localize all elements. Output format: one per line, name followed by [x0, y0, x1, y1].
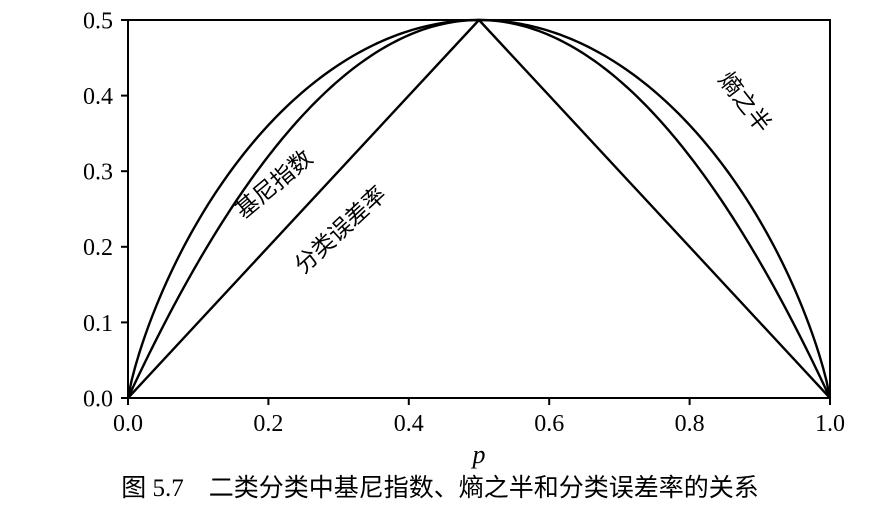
x-tick-label: 0.6	[534, 411, 564, 437]
y-tick-label: 0.3	[83, 160, 113, 186]
y-tick-label: 0.4	[83, 84, 113, 110]
label-gini: 基尼指数	[231, 145, 318, 223]
x-tick-label: 1.0	[815, 411, 845, 437]
y-tick-label: 0.5	[83, 8, 113, 34]
label-entropy-half: 熵之半	[714, 67, 776, 137]
y-tick-label: 0.1	[83, 311, 113, 337]
x-axis-label: p	[471, 440, 486, 469]
chart-svg: 0.0 0.2 0.4 0.6 0.8 1.0 0.0 0.1 0.2 0.3 0.4 0.5 p 基尼指…	[0, 0, 880, 510]
x-tick-label: 0.2	[253, 411, 283, 437]
label-error-rate: 分类误差率	[290, 182, 391, 279]
x-tick-label: 0.4	[394, 411, 424, 437]
caption-prefix: 图 5.7	[121, 475, 184, 502]
x-tick-label: 0.0	[113, 411, 143, 437]
figure-caption: 图 5.7 二类分类中基尼指数、熵之半和分类误差率的关系	[0, 468, 880, 504]
y-tick-label: 0.2	[83, 235, 113, 261]
y-tick-label: 0.0	[83, 386, 113, 412]
caption-text: 二类分类中基尼指数、熵之半和分类误差率的关系	[209, 475, 759, 502]
figure-container: 0.0 0.2 0.4 0.6 0.8 1.0 0.0 0.1 0.2 0.3 0.4 0.5 p 基尼指…	[0, 0, 880, 510]
x-tick-label: 0.8	[675, 411, 705, 437]
